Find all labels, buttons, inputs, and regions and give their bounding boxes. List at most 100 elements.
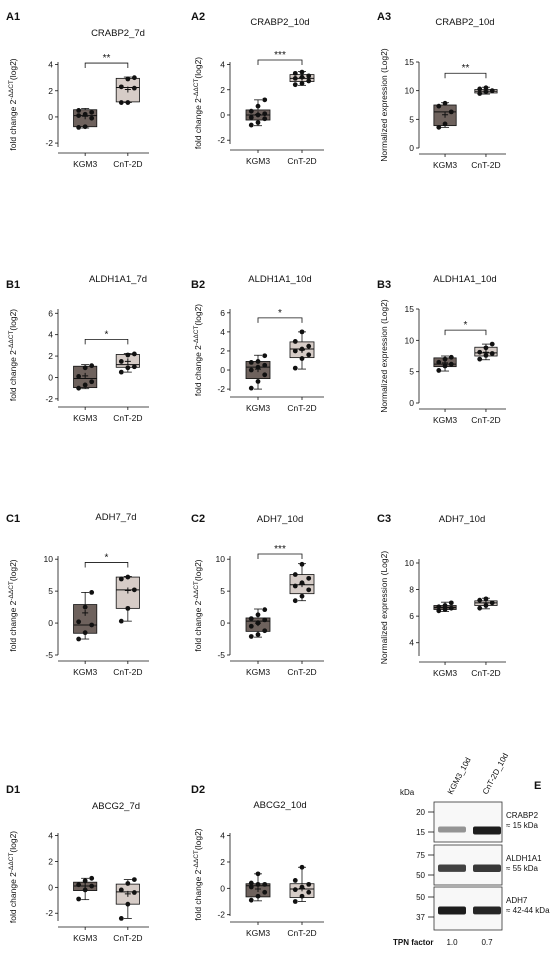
chart-title: CRABP2_10d xyxy=(435,17,494,28)
x-tick-label: CnT-2D xyxy=(471,160,500,170)
data-point xyxy=(76,107,82,113)
data-point xyxy=(125,365,131,371)
y-tick-label: 6 xyxy=(409,611,414,621)
box-series-kgm3 xyxy=(245,871,271,903)
data-point xyxy=(436,359,442,365)
panel-letter: C3 xyxy=(377,513,391,525)
data-point xyxy=(299,864,305,870)
protein-name: ALDH1A1 xyxy=(506,854,542,863)
marker-label: 37 xyxy=(416,913,425,922)
ylabel-suffix: (log2) xyxy=(8,58,18,80)
y-tick-label: 10 xyxy=(405,86,415,96)
data-point xyxy=(477,86,483,92)
data-point xyxy=(248,115,254,120)
data-point xyxy=(483,596,489,602)
mean-marker xyxy=(255,885,261,892)
data-point xyxy=(292,82,298,88)
y-axis-label: fold change 2-ΔΔCT(log2) xyxy=(193,57,204,149)
box-series-cnt-2d xyxy=(474,341,498,362)
ylabel-prefix: fold change 2 xyxy=(8,600,18,651)
data-point xyxy=(299,346,305,352)
protein-size: ≈ 15 kDa xyxy=(506,821,539,830)
ylabel-superscript: -ΔΔCT xyxy=(193,850,200,870)
data-point xyxy=(255,871,261,877)
mean-marker xyxy=(82,372,89,379)
box-series-kgm3 xyxy=(73,590,98,642)
data-point xyxy=(255,364,261,370)
data-point xyxy=(76,385,82,391)
data-point xyxy=(262,607,268,613)
x-tick-label: CnT-2D xyxy=(287,928,316,938)
bracket-line xyxy=(84,338,129,345)
box-series-cnt-2d xyxy=(115,877,140,921)
data-point xyxy=(82,382,88,388)
data-point xyxy=(255,112,261,118)
ylabel-superscript: -ΔΔCT xyxy=(193,581,200,601)
data-point xyxy=(292,365,298,371)
x-tick-label: KGM3 xyxy=(73,933,97,943)
protein-band xyxy=(473,864,501,873)
data-point xyxy=(306,343,312,349)
data-point xyxy=(248,880,254,886)
data-point xyxy=(262,116,268,122)
data-point xyxy=(125,605,131,611)
y-tick-label: 0 xyxy=(48,882,53,892)
marker-label: 50 xyxy=(416,893,425,902)
protein-size: ≈ 42-44 kDa xyxy=(506,906,550,915)
ylabel-suffix: (log2) xyxy=(193,304,203,326)
data-point xyxy=(89,622,95,628)
data-point xyxy=(76,882,82,888)
blot-membrane xyxy=(433,801,503,843)
significance-label: * xyxy=(278,308,282,319)
panel-letter: A1 xyxy=(6,11,20,23)
panel-letter: A3 xyxy=(377,11,391,23)
data-point xyxy=(131,587,137,593)
y-tick-label: 4 xyxy=(48,330,53,340)
significance-label: * xyxy=(464,320,468,331)
kda-label: kDa xyxy=(400,788,415,797)
data-point xyxy=(82,124,88,130)
data-point xyxy=(299,329,305,335)
mean-marker xyxy=(82,609,89,616)
y-axis-label: fold change 2-ΔΔCT(log2) xyxy=(8,58,19,150)
data-point xyxy=(76,373,82,379)
chart-panel-b3: B3 ALDH1A1_10d 0 5 10 15 Normalized expression… xyxy=(377,274,506,425)
bracket-line xyxy=(257,59,303,65)
significance-bracket: * xyxy=(84,552,129,568)
data-point xyxy=(477,356,483,362)
y-tick-label: 15 xyxy=(405,304,415,314)
mean-marker xyxy=(124,86,131,93)
data-point xyxy=(125,352,131,358)
y-tick-label: 15 xyxy=(405,57,415,67)
data-point xyxy=(118,100,124,105)
data-point xyxy=(131,351,137,357)
data-point xyxy=(89,883,95,889)
data-point xyxy=(125,574,131,580)
x-tick-label: KGM3 xyxy=(433,668,457,678)
y-tick-label: 0 xyxy=(220,618,225,628)
data-point xyxy=(118,887,124,893)
x-tick-label: CnT-2D xyxy=(113,667,142,677)
box-series-kgm3 xyxy=(245,97,271,128)
ylabel-suffix: (log2) xyxy=(8,559,18,581)
chart-panel-d1: D1 ABCG2_7d -2 0 2 4 fold change 2-ΔΔCT(log2) K… xyxy=(6,784,149,943)
data-point xyxy=(292,339,298,344)
chart-title: CRABP2_10d xyxy=(250,17,309,28)
x-tick-label: CnT-2D xyxy=(287,156,316,166)
chart-title: ABCG2_10d xyxy=(253,800,306,811)
data-point xyxy=(442,100,448,106)
significance-bracket: ** xyxy=(84,53,129,69)
y-tick-label: 10 xyxy=(405,558,415,568)
data-point xyxy=(76,896,82,902)
ylabel-prefix: fold change 2 xyxy=(193,869,203,920)
data-point xyxy=(255,103,261,109)
data-point xyxy=(248,634,254,639)
panel-letter: B1 xyxy=(6,279,20,291)
data-point xyxy=(477,605,483,611)
y-tick-label: 5 xyxy=(220,586,225,596)
chart-title: CRABP2_7d xyxy=(91,28,145,39)
ylabel-suffix: (log2) xyxy=(193,828,203,850)
x-tick-label: KGM3 xyxy=(246,156,270,166)
box-series-kgm3 xyxy=(245,607,271,639)
